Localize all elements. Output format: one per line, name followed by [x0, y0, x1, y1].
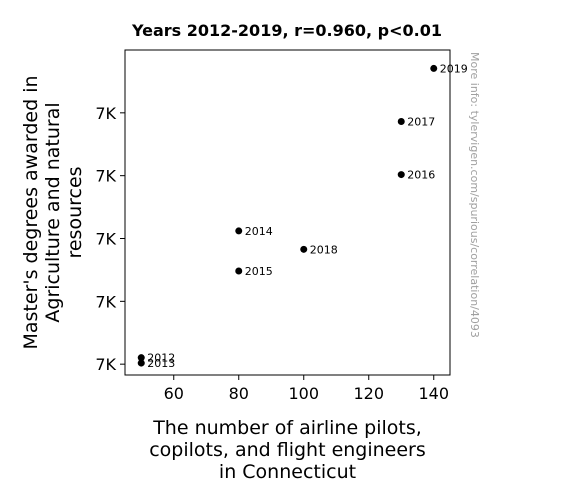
data-point-label: 2013 — [147, 357, 175, 370]
x-tick-label: 140 — [418, 384, 449, 403]
y-tick-label: 7K — [95, 230, 116, 249]
x-axis: 60 80 100 120 140 — [164, 375, 449, 403]
data-point-label: 2014 — [245, 225, 273, 238]
data-point-label: 2017 — [407, 116, 435, 129]
plot-area — [124, 49, 451, 376]
data-point — [137, 354, 145, 362]
data-point-label: 2019 — [440, 62, 468, 75]
x-axis-label: The number of airline pilots, copilots, a… — [149, 417, 426, 483]
chart-title: Years 2012-2019, r=0.960, p<0.01 — [131, 21, 442, 40]
y-tick-label: 7K — [95, 355, 116, 374]
data-point — [397, 118, 405, 125]
x-axis-label-line: in Connecticut — [219, 461, 356, 483]
x-tick-label: 120 — [353, 384, 384, 403]
data-point-label: 2015 — [245, 265, 273, 278]
x-axis-label-line: The number of airline pilots, — [152, 417, 422, 439]
y-tick-label: 7K — [95, 104, 116, 123]
data-point-label: 2018 — [310, 243, 338, 256]
watermark-text: More info: tylervigen.com/spurious/corre… — [468, 52, 481, 338]
data-point — [235, 227, 243, 235]
data-point — [430, 64, 438, 72]
y-axis-label-line: Master's degrees awarded in — [20, 75, 42, 349]
x-tick-label: 60 — [164, 384, 184, 403]
data-point-label: 2016 — [407, 169, 435, 182]
data-point — [300, 245, 308, 253]
y-tick-label: 7K — [95, 292, 116, 311]
y-axis-label-line: Agriculture and natural — [42, 102, 64, 322]
data-point-label: 2012 — [147, 352, 175, 365]
y-tick-label: 7K — [95, 167, 116, 186]
data-point — [235, 267, 243, 275]
y-axis: 7K 7K 7K 7K 7K — [95, 104, 125, 374]
data-point — [137, 359, 145, 367]
x-tick-label: 80 — [229, 384, 249, 403]
x-tick-label: 100 — [288, 384, 319, 403]
data-point — [397, 171, 405, 179]
y-axis-label-line: resources — [64, 166, 86, 258]
x-axis-label-line: copilots, and flight engineers — [149, 439, 426, 461]
